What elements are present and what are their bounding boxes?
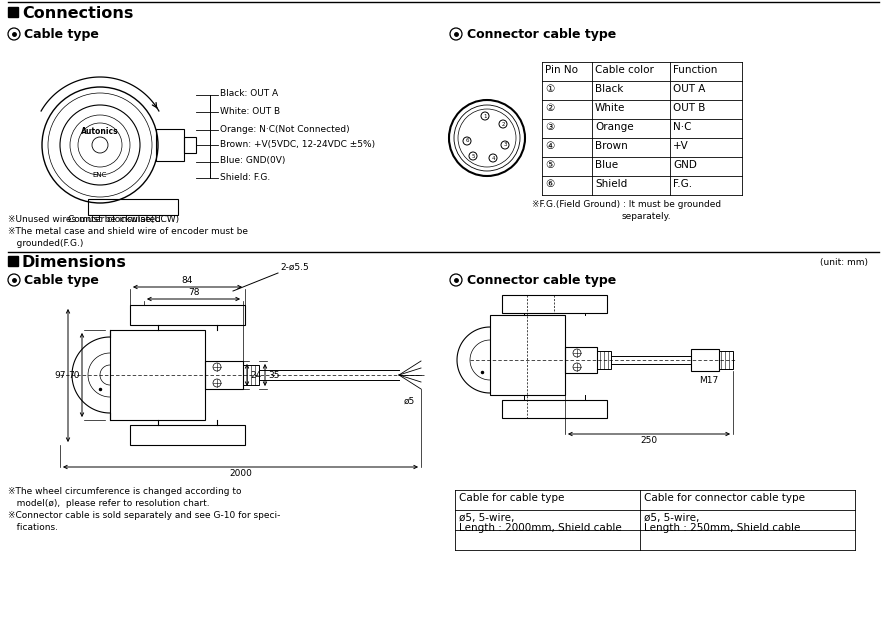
Bar <box>690 349 719 371</box>
Text: 250: 250 <box>640 436 657 445</box>
Bar <box>130 305 245 325</box>
Text: 1: 1 <box>483 113 486 118</box>
Text: Shield: Shield <box>595 179 626 189</box>
Text: Function: Function <box>672 65 717 75</box>
Text: White: OUT B: White: OUT B <box>220 106 280 115</box>
Text: 78: 78 <box>188 288 199 297</box>
Text: Cable color: Cable color <box>595 65 653 75</box>
Text: Cable type: Cable type <box>24 274 98 287</box>
Text: grounded(F.G.): grounded(F.G.) <box>8 239 83 248</box>
Text: ③: ③ <box>544 122 554 132</box>
Text: ①: ① <box>544 84 554 94</box>
Text: Blue: Blue <box>595 160 618 170</box>
Bar <box>596 351 610 369</box>
Bar <box>8 7 18 17</box>
Text: fications.: fications. <box>8 523 58 532</box>
Text: M17: M17 <box>698 376 718 385</box>
Text: N·C: N·C <box>672 122 691 132</box>
Text: Counter clockwise(CCW): Counter clockwise(CCW) <box>68 215 179 224</box>
Bar <box>156 129 183 161</box>
Text: Connections: Connections <box>22 6 133 21</box>
Text: White: White <box>595 103 625 113</box>
Text: ø5, 5-wire,: ø5, 5-wire, <box>458 513 514 523</box>
Text: 2-ø5.5: 2-ø5.5 <box>280 263 308 272</box>
Text: 35: 35 <box>268 371 279 380</box>
Text: Shield: F.G.: Shield: F.G. <box>220 173 270 182</box>
Text: Pin No: Pin No <box>544 65 578 75</box>
Text: ø5: ø5 <box>403 397 415 406</box>
Bar <box>489 315 564 395</box>
Text: Orange: Orange <box>595 122 633 132</box>
Text: 4: 4 <box>491 155 494 161</box>
Text: ④: ④ <box>544 141 554 151</box>
Bar <box>130 425 245 445</box>
Text: OUT B: OUT B <box>672 103 704 113</box>
Text: 70: 70 <box>68 371 80 380</box>
Text: separately.: separately. <box>621 212 671 221</box>
Text: Brown: Brown <box>595 141 627 151</box>
Text: ⑤: ⑤ <box>544 160 554 170</box>
Text: Length : 2000mm, Shield cable: Length : 2000mm, Shield cable <box>458 523 621 533</box>
Text: +V: +V <box>672 141 688 151</box>
Text: Brown: +V(5VDC, 12-24VDC ±5%): Brown: +V(5VDC, 12-24VDC ±5%) <box>220 140 375 148</box>
Text: 2: 2 <box>501 122 504 127</box>
Text: Blue: GND(0V): Blue: GND(0V) <box>220 157 285 166</box>
Bar <box>719 351 732 369</box>
Bar <box>205 361 243 389</box>
Text: Orange: N·C(Not Connected): Orange: N·C(Not Connected) <box>220 124 349 134</box>
Text: GND: GND <box>672 160 696 170</box>
Text: ※The wheel circumference is changed according to: ※The wheel circumference is changed acco… <box>8 487 241 496</box>
Text: Autonics: Autonics <box>82 127 119 136</box>
Text: 6: 6 <box>465 138 468 143</box>
Text: Cable type: Cable type <box>24 28 98 41</box>
Text: ※Connector cable is sold separately and see G-10 for speci-: ※Connector cable is sold separately and … <box>8 511 280 520</box>
Text: Length : 250mm, Shield cable: Length : 250mm, Shield cable <box>643 523 799 533</box>
Text: model(ø),  please refer to resolution chart.: model(ø), please refer to resolution cha… <box>8 499 209 508</box>
Bar <box>8 256 18 266</box>
Text: (unit: mm): (unit: mm) <box>819 258 867 267</box>
Text: 2000: 2000 <box>229 469 252 478</box>
Text: 84: 84 <box>182 276 193 285</box>
Text: Connector cable type: Connector cable type <box>466 274 616 287</box>
Text: 24: 24 <box>250 371 261 380</box>
Text: 3: 3 <box>502 143 506 148</box>
Text: Black: OUT A: Black: OUT A <box>220 90 278 99</box>
Text: Cable for cable type: Cable for cable type <box>458 493 563 503</box>
Text: OUT A: OUT A <box>672 84 704 94</box>
Text: 5: 5 <box>470 154 474 159</box>
Text: ※Unused wires must be insulated.: ※Unused wires must be insulated. <box>8 215 163 224</box>
Bar <box>183 137 196 153</box>
Bar <box>88 199 178 215</box>
Text: Dimensions: Dimensions <box>22 255 127 270</box>
Text: ⑥: ⑥ <box>544 179 554 189</box>
Text: ②: ② <box>544 103 554 113</box>
Bar <box>564 347 596 373</box>
Text: F.G.: F.G. <box>672 179 691 189</box>
Text: Black: Black <box>595 84 623 94</box>
Bar <box>243 365 259 385</box>
Text: Connector cable type: Connector cable type <box>466 28 616 41</box>
Text: ø5, 5-wire,: ø5, 5-wire, <box>643 513 698 523</box>
Text: ※F.G.(Field Ground) : It must be grounded: ※F.G.(Field Ground) : It must be grounde… <box>532 200 720 209</box>
Text: Cable for connector cable type: Cable for connector cable type <box>643 493 804 503</box>
Text: ※The metal case and shield wire of encoder must be: ※The metal case and shield wire of encod… <box>8 227 248 236</box>
Text: 97: 97 <box>54 371 66 380</box>
Bar <box>501 295 606 313</box>
Bar <box>501 400 606 418</box>
Text: ENC: ENC <box>93 172 107 178</box>
Bar <box>110 330 205 420</box>
